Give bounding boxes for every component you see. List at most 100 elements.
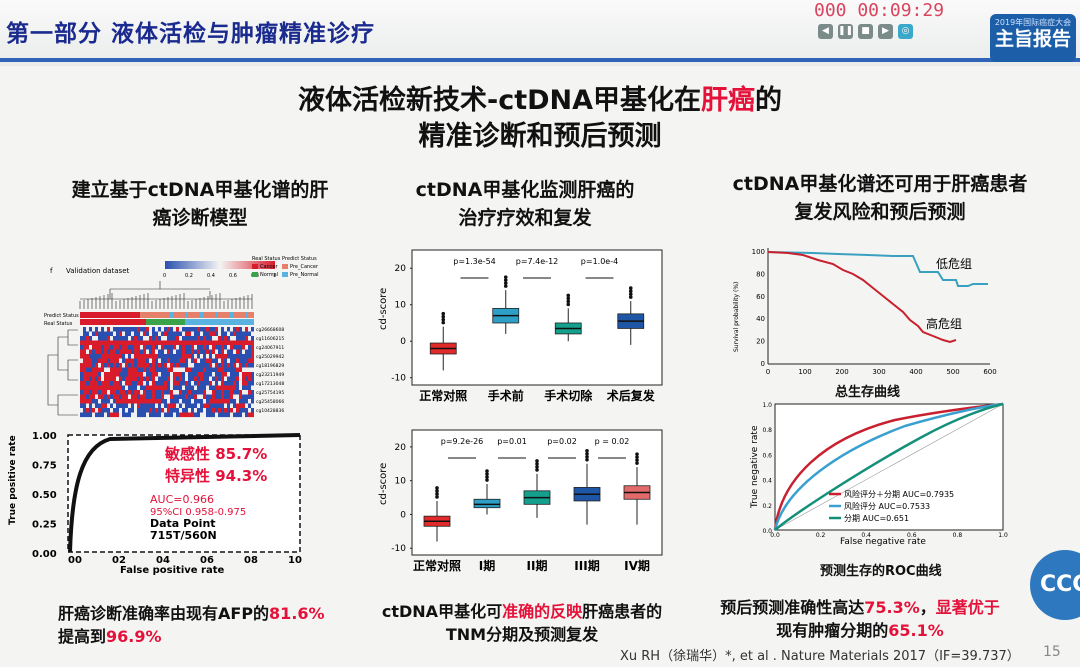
heatmap-cell <box>125 367 128 373</box>
heatmap-cells <box>80 327 254 418</box>
heatmap-cell <box>89 349 92 355</box>
heatmap-cell <box>248 381 251 386</box>
heatmap-cell <box>185 385 188 391</box>
heatmap-cell <box>182 340 185 346</box>
roc2-xtick: 1.0 <box>998 532 1008 539</box>
heatmap-cell <box>149 372 152 377</box>
heatmap-cell <box>233 372 236 377</box>
heatmap-cell <box>92 394 95 400</box>
heatmap-cell <box>137 367 140 373</box>
heatmap-cell <box>206 390 209 395</box>
heatmap-cell <box>248 399 251 404</box>
heatmap-cell <box>137 394 140 400</box>
heatmap-cell <box>167 327 170 332</box>
heatmap-cell <box>227 385 230 391</box>
real-track-cell <box>203 319 206 325</box>
heatmap-cell <box>122 367 125 373</box>
heatmap-cell <box>215 331 218 337</box>
heatmap-cell <box>101 376 104 382</box>
heatmap-cell <box>113 403 116 409</box>
heatmap-cell <box>98 399 101 404</box>
heatmap-cell <box>185 372 188 377</box>
heatmap-cell <box>206 349 209 355</box>
heatmap-cell <box>194 376 197 382</box>
roc2-caption: 预测生存的ROC曲线 <box>820 564 942 579</box>
heatmap-cell <box>251 367 254 373</box>
heatmap-cell <box>239 408 242 413</box>
predict-track-cell <box>83 312 86 318</box>
box-category-label: I期 <box>479 558 495 573</box>
heatmap-cell <box>242 412 245 418</box>
heatmap-cell <box>179 340 182 346</box>
heatmap-cell <box>104 372 107 377</box>
heatmap-cell <box>98 381 101 386</box>
real-track-cell <box>251 319 254 325</box>
box-outlier <box>585 448 589 453</box>
heatmap-cell <box>158 340 161 346</box>
heatmap-cell <box>212 376 215 382</box>
heatmap-cell <box>164 363 167 368</box>
heatmap-cell <box>98 340 101 346</box>
heatmap-cell <box>194 367 197 373</box>
roc2-curve-stage <box>774 402 1004 531</box>
box-outlier <box>503 284 508 288</box>
heatmap-cell <box>92 399 95 404</box>
heatmap-cell <box>188 372 191 377</box>
pause-icon[interactable]: ❚❚ <box>838 24 853 39</box>
heatmap-cell <box>86 376 89 382</box>
box-ytick: 0 <box>400 337 406 347</box>
heatmap-cell <box>200 331 203 337</box>
heatmap-cell <box>194 381 197 386</box>
box-body <box>473 498 501 509</box>
heatmap-cell <box>224 358 227 364</box>
heatmap-cell <box>170 345 173 350</box>
heatmap-cell <box>242 376 245 382</box>
heatmap-cell <box>113 394 116 400</box>
heatmap-cell <box>122 354 125 359</box>
low-risk-curve <box>767 251 988 287</box>
heatmap-cell <box>128 354 131 359</box>
rewind-icon[interactable]: ◀ <box>818 24 833 39</box>
heatmap-cell <box>146 408 149 413</box>
keynote-badge: 2019年国际癌症大会 主旨报告 <box>990 14 1076 62</box>
heatmap-cell <box>251 381 254 386</box>
record-icon[interactable]: ◎ <box>898 24 913 39</box>
heatmap-cell <box>167 385 170 391</box>
forward-icon[interactable]: ▶ <box>878 24 893 39</box>
heatmap-cell <box>239 367 242 373</box>
heatmap-cell <box>206 331 209 337</box>
box-category-label: 正常对照 <box>419 388 467 403</box>
roc2-ylabel: True negative rate <box>750 425 760 509</box>
heatmap-cell <box>221 403 224 409</box>
heatmap-cell <box>179 327 182 332</box>
heatmap-cell <box>137 403 140 409</box>
heatmap-cell <box>101 327 104 332</box>
predict-track-cell <box>140 312 143 318</box>
roc2-ytick: 1.0 <box>762 402 772 409</box>
heatmap-cell <box>122 385 125 391</box>
heatmap-cell <box>200 390 203 395</box>
predict-track-cell <box>119 312 122 318</box>
heatmap-cell <box>197 412 200 418</box>
heatmap-cell <box>131 390 134 395</box>
heatmap-cell <box>251 345 254 350</box>
heatmap-cell <box>167 331 170 337</box>
heatmap-cell <box>164 327 167 332</box>
heatmap-cell <box>149 327 152 332</box>
heatmap-cell <box>191 408 194 413</box>
heatmap-cell <box>173 381 176 386</box>
heatmap-cell <box>134 327 137 332</box>
heatmap-cell <box>218 394 221 400</box>
heatmap-cell <box>224 354 227 359</box>
heatmap-cell <box>173 331 176 337</box>
heatmap-cell <box>80 363 83 368</box>
stop-icon[interactable]: ■ <box>858 24 873 39</box>
predict-track-cell <box>212 312 215 318</box>
heatmap-cell <box>245 367 248 373</box>
heatmap-cell <box>125 376 128 382</box>
heatmap-cell <box>155 394 158 400</box>
heatmap-cell <box>230 345 233 350</box>
heatmap-cell <box>80 336 83 341</box>
predict-track-cell <box>200 312 203 318</box>
heatmap-cell <box>107 372 110 377</box>
